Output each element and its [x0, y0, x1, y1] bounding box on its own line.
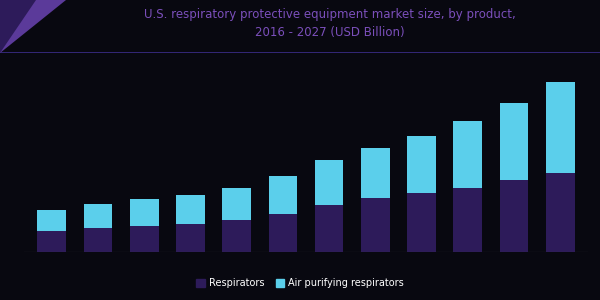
Text: U.S. respiratory protective equipment market size, by product,
2016 - 2027 (USD : U.S. respiratory protective equipment ma…	[144, 8, 516, 39]
Bar	[223, 220, 251, 252]
Bar	[269, 214, 297, 252]
Bar	[361, 148, 389, 198]
Bar	[407, 193, 436, 252]
Bar	[37, 210, 66, 231]
Bar	[500, 103, 529, 180]
Bar	[546, 172, 575, 252]
Bar	[269, 176, 297, 214]
Bar	[315, 205, 343, 252]
Bar	[500, 180, 529, 252]
Legend: Respirators, Air purifying respirators: Respirators, Air purifying respirators	[192, 274, 408, 292]
Polygon shape	[0, 0, 66, 52]
Bar	[454, 188, 482, 252]
Bar	[83, 204, 112, 228]
Bar	[83, 228, 112, 252]
Bar	[454, 121, 482, 188]
Polygon shape	[0, 0, 36, 52]
Bar	[361, 198, 389, 252]
Bar	[130, 199, 158, 226]
Bar	[546, 82, 575, 172]
Bar	[176, 224, 205, 252]
Bar	[37, 231, 66, 252]
Bar	[176, 195, 205, 224]
Bar	[315, 160, 343, 205]
Bar	[223, 188, 251, 220]
Bar	[130, 226, 158, 252]
Bar	[407, 136, 436, 193]
